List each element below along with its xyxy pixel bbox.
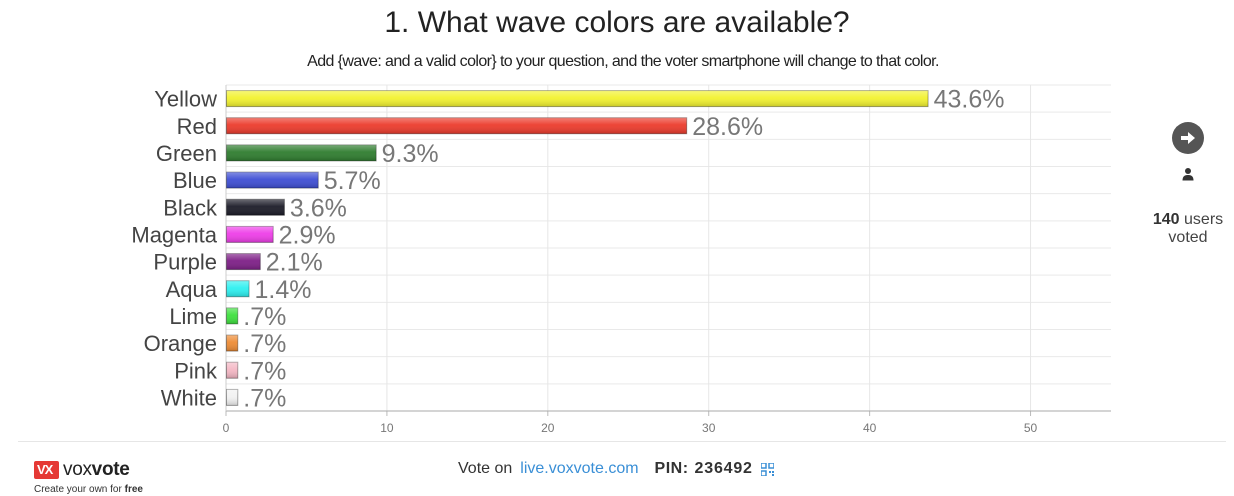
question-title: 1. What wave colors are available? (384, 6, 850, 39)
category-label: Orange (144, 331, 217, 356)
x-tick-label: 10 (380, 421, 394, 435)
bar-shine (226, 280, 250, 297)
bar-shine (226, 117, 687, 134)
value-label: 5.7% (324, 167, 381, 195)
next-question-button[interactable] (1172, 122, 1204, 154)
vote-url-link[interactable]: live.voxvote.com (520, 460, 639, 477)
category-label: Lime (169, 304, 217, 329)
value-label: 1.4% (255, 276, 312, 304)
bar-shine (226, 253, 261, 270)
category-label: Pink (174, 358, 218, 383)
value-label: 43.6% (934, 86, 1005, 114)
qr-code-icon[interactable] (760, 462, 774, 476)
category-label: Yellow (154, 87, 217, 112)
bar-shine (226, 90, 929, 107)
category-label: Aqua (166, 277, 218, 302)
category-label: Blue (173, 168, 217, 193)
arrow-right-circle-icon (1181, 132, 1195, 144)
value-label: .7% (243, 357, 286, 385)
bar-shine (226, 307, 238, 324)
value-label: 2.1% (266, 249, 323, 277)
x-tick-label: 20 (541, 421, 555, 435)
bar-shine (226, 199, 285, 216)
pin-label: PIN: (654, 460, 689, 477)
x-tick-label: 40 (863, 421, 877, 435)
category-label: Green (156, 141, 217, 166)
bar-shine (226, 362, 238, 379)
bar-shine (226, 389, 238, 406)
voxvote-wordmark: voxvote (63, 459, 130, 480)
voxvote-logo-mark: VX (34, 461, 59, 479)
value-label: 2.9% (279, 221, 336, 249)
bar-shine (226, 335, 238, 352)
logo-tagline: Create your own for free (34, 484, 143, 495)
voxvote-logo[interactable]: VX voxvote Create your own for free (34, 459, 143, 495)
user-icon (1182, 168, 1194, 181)
value-label: .7% (243, 384, 286, 412)
results-bar-chart: 0 10 20 30 40 50 Yellow 43.6% Red 28.6% Green 9.3% B… (131, 84, 1111, 435)
voter-count: 140 users voted (1140, 211, 1234, 247)
category-label: White (161, 385, 217, 410)
pin-value: 236492 (694, 460, 753, 477)
bar-shine (226, 144, 377, 161)
x-tick-label: 50 (1024, 421, 1038, 435)
value-label: .7% (243, 330, 286, 358)
vote-footer: Vote on live.voxvote.com PIN: 236492 (458, 460, 774, 478)
x-tick-label: 30 (702, 421, 716, 435)
bar-shine (226, 226, 274, 243)
category-label: Black (163, 195, 218, 220)
question-subtitle: Add {wave: and a valid color} to your qu… (307, 53, 939, 70)
voter-count-label: users voted (1168, 211, 1224, 246)
results-side-panel: 140 users voted (1140, 120, 1234, 247)
value-label: .7% (243, 303, 286, 331)
footer-divider (18, 441, 1226, 442)
vote-on-label: Vote on (458, 460, 513, 477)
category-label: Red (177, 114, 217, 139)
value-label: 3.6% (290, 194, 347, 222)
value-label: 9.3% (382, 140, 439, 168)
category-label: Purple (153, 250, 217, 275)
bar-shine (226, 172, 319, 189)
x-tick-label: 0 (223, 421, 230, 435)
voter-count-number: 140 (1152, 211, 1180, 228)
value-label: 28.6% (692, 113, 763, 141)
category-label: Magenta (131, 222, 217, 247)
